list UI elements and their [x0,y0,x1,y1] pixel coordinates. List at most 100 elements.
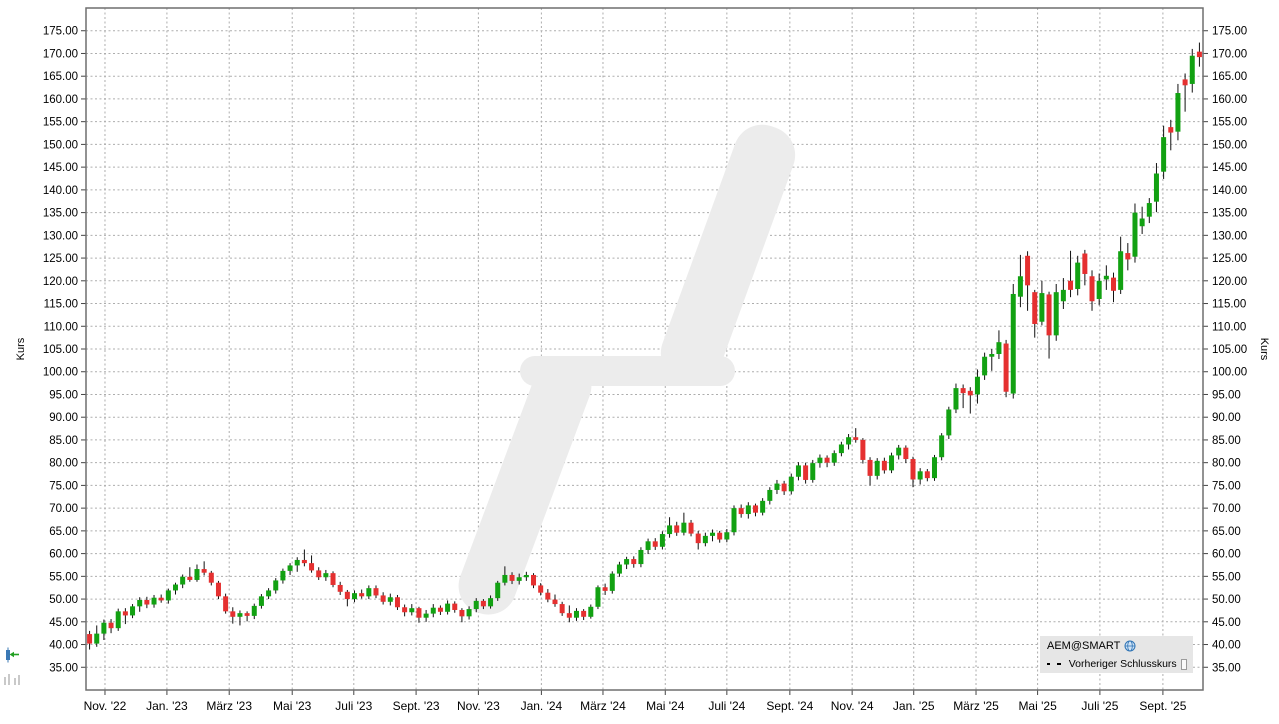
legend-series-row[interactable]: AEM@SMART [1047,639,1187,653]
candle[interactable] [1010,283,1016,399]
candle[interactable] [1168,119,1174,151]
candle[interactable] [874,458,880,480]
candle[interactable] [194,564,200,582]
candle[interactable] [853,428,859,443]
candle[interactable] [752,503,758,517]
candle[interactable] [1082,249,1088,286]
candle[interactable] [831,450,837,466]
candle[interactable] [1139,206,1145,234]
candle[interactable] [1175,83,1181,141]
candle[interactable] [387,593,393,606]
candle[interactable] [359,589,365,599]
candle[interactable] [87,630,93,650]
candle[interactable] [659,531,665,550]
candle[interactable] [788,473,794,495]
candle[interactable] [924,469,930,482]
candle[interactable] [287,563,293,575]
candle[interactable] [437,605,443,615]
candle[interactable] [960,384,966,409]
candle[interactable] [244,611,250,622]
candle[interactable] [1118,236,1124,294]
candle[interactable] [1189,48,1195,93]
candle[interactable] [1146,198,1152,224]
candle[interactable] [609,571,615,594]
candle[interactable] [373,585,379,599]
candle[interactable] [903,445,909,464]
candle[interactable] [309,555,315,573]
volume-bars-icon[interactable] [3,672,21,688]
candle[interactable] [695,530,701,550]
candle[interactable] [201,561,207,576]
candle[interactable] [115,608,121,631]
candle[interactable] [1096,273,1102,306]
candle[interactable] [509,572,515,585]
candle[interactable] [616,561,622,577]
candle[interactable] [588,604,594,619]
candle[interactable] [702,532,708,547]
candle[interactable] [1060,278,1066,309]
candle[interactable] [1046,291,1052,359]
candle[interactable] [667,517,673,538]
candle[interactable] [652,538,658,550]
candle[interactable] [1110,272,1116,303]
candle[interactable] [445,600,451,615]
candle[interactable] [967,387,973,414]
candle[interactable] [1089,270,1095,311]
candle[interactable] [559,601,565,616]
candle[interactable] [130,604,136,619]
candle[interactable] [710,529,716,542]
candle[interactable] [795,462,801,481]
candle[interactable] [409,604,415,616]
candle[interactable] [251,603,257,620]
candle[interactable] [1075,255,1081,296]
candle[interactable] [466,606,472,620]
candle[interactable] [266,588,272,600]
candle[interactable] [573,608,579,621]
candle[interactable] [566,605,572,623]
candle[interactable] [94,625,100,647]
candle[interactable] [1032,289,1038,338]
candle[interactable] [581,609,587,620]
candle[interactable] [946,406,952,440]
candle[interactable] [1017,254,1023,308]
candle[interactable] [366,585,372,600]
candle[interactable] [624,556,630,570]
candle[interactable] [430,604,436,618]
candle[interactable] [215,580,221,600]
candle[interactable] [1125,243,1131,271]
candle[interactable] [989,349,995,371]
candle[interactable] [781,480,787,495]
candle[interactable] [165,588,171,604]
candle[interactable] [939,433,945,461]
candle[interactable] [1103,265,1109,290]
candle[interactable] [724,529,730,543]
candle[interactable] [817,454,823,468]
candle[interactable] [1053,283,1059,341]
candle[interactable] [824,455,830,468]
candle[interactable] [860,438,866,464]
candle[interactable] [258,594,264,609]
candle[interactable] [502,566,508,586]
candle[interactable] [394,594,400,610]
candle[interactable] [846,434,852,450]
candle[interactable] [889,452,895,474]
candle[interactable] [488,595,494,609]
legend-reference-row[interactable]: Vorheriger Schlusskurs [1047,657,1187,671]
candle[interactable] [774,479,780,495]
candle[interactable] [273,578,279,594]
candle[interactable] [810,459,816,483]
candle[interactable] [208,570,214,586]
candle[interactable] [996,330,1002,360]
candle[interactable] [1039,280,1045,326]
candle[interactable] [1025,251,1031,311]
candle[interactable] [1153,163,1159,213]
candle[interactable] [931,454,937,481]
candle[interactable] [681,512,687,536]
candle[interactable] [910,456,916,488]
candle[interactable] [323,569,329,581]
candle[interactable] [101,619,107,640]
candle[interactable] [1132,203,1138,263]
candle[interactable] [717,530,723,543]
candle[interactable] [151,594,157,608]
candle[interactable] [223,593,229,614]
